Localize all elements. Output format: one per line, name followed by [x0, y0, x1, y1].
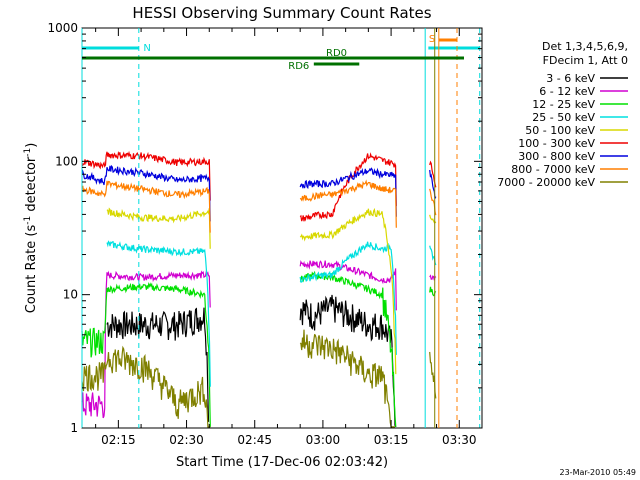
- y-tick-label: 1: [70, 421, 78, 435]
- ylabel-sup2: -1: [23, 148, 33, 157]
- x-tick-label: 02:30: [169, 433, 204, 447]
- series-line-50-100-kev: [106, 207, 211, 249]
- series-line-25-50-kev: [106, 240, 211, 387]
- overlay-layer: N S RD0 RD6: [81, 28, 481, 428]
- series-line-100-300-kev: [299, 152, 397, 222]
- timestamp: 23-Mar-2010 05:49: [560, 468, 637, 477]
- legend-label: 25 - 50 keV: [532, 111, 595, 124]
- legend-label: 800 - 7000 keV: [511, 163, 595, 176]
- series-line-50-100-kev: [299, 207, 397, 375]
- legend-label: 12 - 25 keV: [532, 98, 595, 111]
- x-tick-label: 02:15: [101, 433, 136, 447]
- legend-label: 6 - 12 keV: [539, 85, 595, 98]
- axis-ticks: 1 10 100 1000 02:15 02:30 02:45 03:00 03:15 03:30: [47, 21, 482, 447]
- legend: Det 1,3,4,5,6,9, FDecim 1, Att 0 3 - 6 k…: [497, 40, 628, 189]
- series-line-800-7000-kev: [299, 179, 397, 228]
- y-tick-label: 100: [55, 154, 78, 168]
- x-tick-label: 02:45: [237, 433, 272, 447]
- series-line-6-12-kev: [81, 270, 211, 419]
- saa-label: S: [429, 34, 435, 45]
- series-line-7000-20000-kev: [81, 345, 211, 428]
- series-line-7000-20000-kev: [299, 329, 395, 428]
- legend-label: 50 - 100 keV: [525, 124, 595, 137]
- series-line-6-12-kev: [299, 260, 397, 311]
- series-line-12-25-kev: [81, 281, 211, 427]
- series-line-25-50-kev: [299, 241, 397, 355]
- series-layer: [81, 150, 437, 428]
- series-line-12-25-kev: [299, 270, 397, 427]
- chart-title: HESSI Observing Summary Count Rates: [132, 4, 431, 22]
- legend-label: 300 - 800 keV: [518, 150, 595, 163]
- ylabel-sup1: -1: [23, 216, 33, 225]
- legend-label: 7000 - 20000 keV: [497, 176, 595, 189]
- series-line-300-800-kev: [81, 164, 211, 222]
- series-line-800-7000-kev: [81, 180, 211, 233]
- x-axis-label: Start Time (17-Dec-06 02:03:42): [176, 455, 388, 470]
- legend-label: 3 - 6 keV: [546, 72, 595, 85]
- series-line-300-800-kev: [299, 167, 397, 217]
- y-tick-label: 10: [63, 288, 78, 302]
- series-line-3-6-kev: [106, 307, 210, 422]
- legend-header-2: FDecim 1, Att 0: [543, 54, 628, 67]
- series-line-3-6-kev: [299, 294, 397, 428]
- night-label: N: [143, 43, 150, 54]
- ylabel-main: Count Rate (s: [24, 225, 39, 314]
- y-axis-label: Count Rate (s-1 detector-1): [23, 143, 39, 314]
- x-tick-label: 03:30: [442, 433, 477, 447]
- y-tick-label: 1000: [47, 21, 78, 35]
- x-tick-label: 03:15: [374, 433, 409, 447]
- ylabel-mid: detector: [24, 156, 39, 216]
- legend-label: 100 - 300 keV: [518, 137, 595, 150]
- svg-text:Count Rate (s-1 detector-1): Count Rate (s-1 detector-1): [23, 143, 39, 314]
- rd0-label: RD0: [326, 48, 347, 59]
- legend-header-1: Det 1,3,4,5,6,9,: [542, 40, 628, 53]
- ylabel-end: ): [24, 143, 39, 148]
- series-line-100-300-kev: [81, 150, 211, 201]
- rd6-label: RD6: [288, 61, 309, 72]
- x-tick-label: 03:00: [306, 433, 341, 447]
